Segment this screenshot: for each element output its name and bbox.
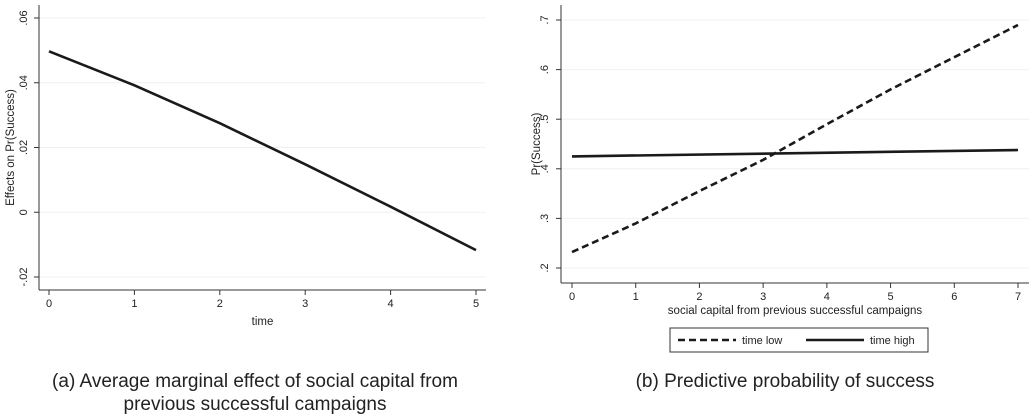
y-tick-label: .2 — [539, 263, 551, 272]
x-tick-label: 6 — [951, 291, 957, 303]
legend: time low time high — [669, 327, 929, 353]
x-tick-label: 0 — [46, 298, 52, 310]
x-axis-label: social capital from previous successful … — [668, 305, 923, 317]
y-tick-label: .06 — [18, 10, 30, 25]
x-tick-label: 4 — [388, 298, 394, 310]
legend-label: time high — [870, 335, 915, 347]
y-tick-label: .4 — [539, 164, 551, 173]
x-tick-label: 5 — [473, 298, 479, 310]
legend-label: time low — [742, 335, 782, 347]
x-tick-label: 3 — [760, 291, 766, 303]
caption-b: (b) Predictive probability of success — [635, 371, 935, 392]
x-tick-label: 0 — [569, 291, 575, 303]
chart-panel-a: 0 1 2 3 4 5 -.02 0 .02 .04 .06 time Effects on Pr(Su… — [5, 5, 486, 328]
series-line-time-low — [571, 23, 1019, 254]
x-tick-label: 1 — [633, 291, 639, 303]
x-tick-label: 3 — [302, 298, 308, 310]
y-tick-label: .7 — [539, 15, 551, 24]
y-tick-label: 0 — [18, 209, 30, 215]
x-tick-label: 2 — [217, 298, 223, 310]
y-axis-label: Effects on Pr(Success) — [5, 89, 17, 206]
series-line-0 — [48, 50, 477, 252]
y-tick-label: .04 — [18, 75, 30, 90]
y-tick-label: .5 — [539, 115, 551, 124]
y-tick-label: .3 — [539, 214, 551, 223]
x-tick-label: 1 — [131, 298, 137, 310]
x-tick-label: 5 — [888, 291, 894, 303]
x-tick-label: 4 — [824, 291, 830, 303]
x-tick-label: 7 — [1015, 291, 1021, 303]
y-tick-label: .6 — [539, 65, 551, 74]
x-axis-label: time — [252, 316, 274, 328]
chart-panel-b: 0 1 2 3 4 5 6 7 .2 .3 .4 .5 .6 .7 social capital from … — [531, 5, 1029, 353]
y-tick-label: .02 — [18, 140, 30, 155]
caption-a: (a) Average marginal effect of social ca… — [52, 371, 458, 415]
x-tick-label: 2 — [696, 291, 702, 303]
series-line-time-high — [571, 148, 1019, 158]
y-tick-label: -.02 — [18, 268, 30, 287]
y-axis-label: Pr(Success) — [531, 113, 543, 176]
